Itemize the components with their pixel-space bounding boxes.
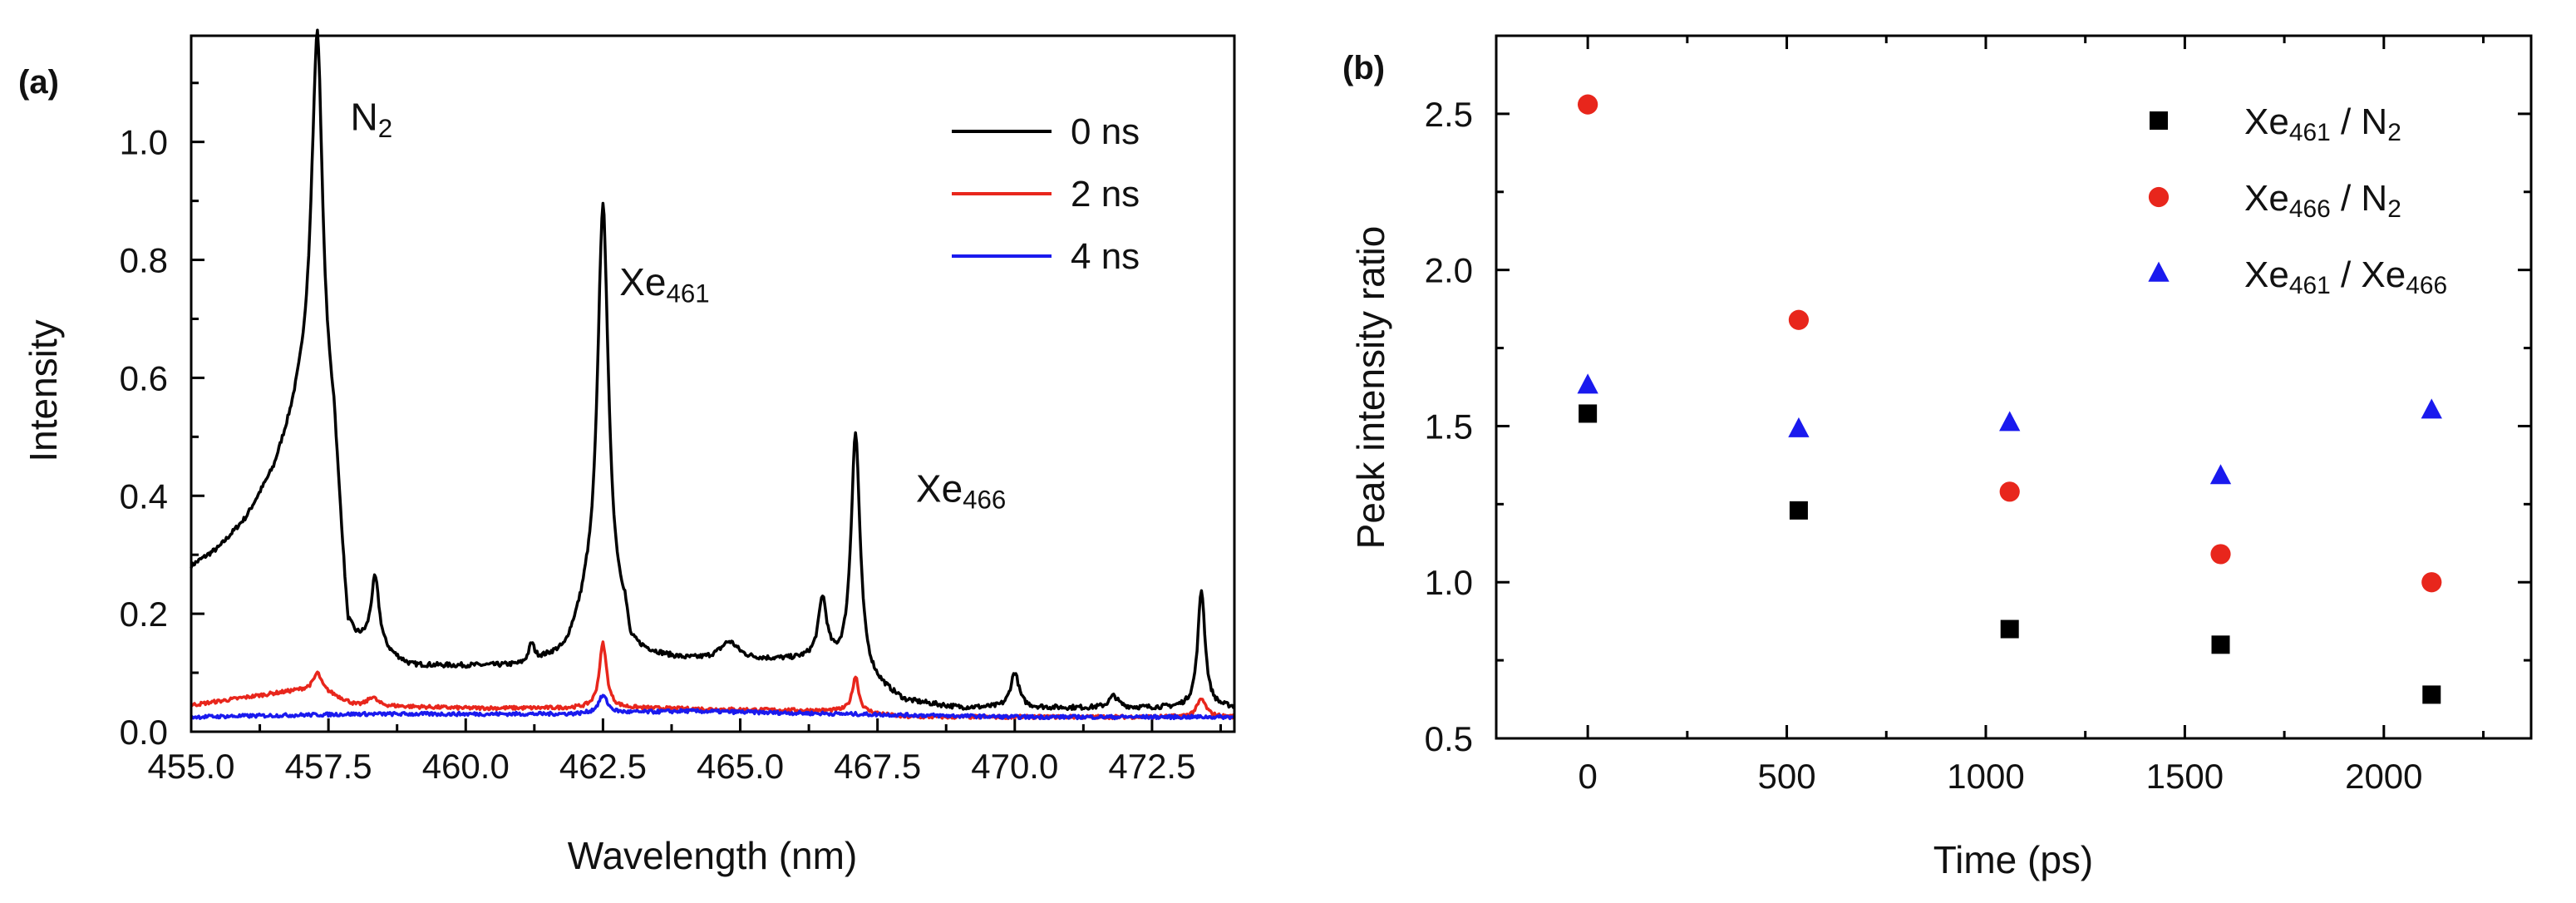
b-xtick-label: 0 [1578,757,1597,796]
panel-b-points [1577,94,2442,704]
a-xtick-label: 467.5 [834,747,921,786]
b-point-circle [1999,481,2020,502]
b-point-square [2000,619,2019,639]
a-ytick-label: 0.6 [120,358,168,397]
panel-a-xlabel: Wavelength (nm) [568,834,858,877]
a-legend-label: 4 ns [1071,236,1140,277]
a-legend-label: 2 ns [1071,174,1140,215]
b-point-triangle [1999,411,2021,432]
a-xtick-label: 462.5 [559,747,647,786]
panel-b-label: (b) [1342,50,1385,86]
b-point-circle [2148,186,2170,208]
b-legend-label: Xe466 / N2 [2244,178,2401,223]
panel-a-annotations: N2 Xe461 Xe466 [351,95,1007,514]
a-ytick-label: 0.4 [120,476,168,516]
b-point-square [1579,404,1598,423]
b-point-square [2422,685,2441,704]
b-point-triangle [1788,417,1810,437]
panel-a-lines [190,28,1236,721]
b-xtick-label: 500 [1758,757,1816,796]
b-point-circle [1788,309,1810,330]
b-ytick-label: 1.5 [1425,407,1473,446]
a-ytick-label: 0.2 [120,595,168,634]
panel-b-xlabel: Time (ps) [1933,838,2094,881]
a-series-line [190,693,1236,721]
b-ytick-label: 2.0 [1425,251,1473,290]
panel-b-ylabel: Peak intensity ratio [1349,226,1392,550]
b-xtick-label: 1500 [2146,757,2224,796]
b-point-circle [2210,544,2231,565]
b-point-square [1789,501,1808,520]
panel-a-ylabel: Intensity [22,319,65,461]
a-peak-annotation: Xe466 [916,466,1006,514]
panel-a-legend: 0 ns 2 ns 4 ns [952,111,1140,277]
a-ytick-label: 0.0 [120,713,168,752]
panel-a: (a) 455.0 457.5 460.0 462.5 465.0 467.5 470.0 4… [18,28,1236,877]
b-point-circle [1578,94,1598,115]
panel-a-frame [190,34,1236,733]
a-xtick-label: 465.0 [697,747,784,786]
a-xtick-label: 472.5 [1108,747,1195,786]
b-ytick-label: 2.5 [1425,95,1473,134]
b-ytick-label: 0.5 [1425,719,1473,758]
panel-b-legend: Xe461 / N2 Xe466 / N2 Xe461 / Xe466 [2148,101,2447,299]
a-series-line [190,28,1236,712]
a-legend-label: 0 ns [1071,111,1140,152]
b-xtick-label: 2000 [2345,757,2422,796]
b-ytick-label: 1.0 [1425,563,1473,602]
a-xtick-label: 460.0 [422,747,510,786]
a-ytick-label: 1.0 [120,123,168,162]
panel-a-label: (a) [18,64,59,101]
a-xtick-label: 457.5 [285,747,372,786]
panel-b: (b) 0 500 1000 1500 2000 0.5 1.0 1.5 2.0 2.5 Xe46… [1342,34,2533,881]
b-legend-label: Xe461 / Xe466 [2244,254,2447,299]
panel-b-frame [1495,34,2533,740]
b-point-triangle [1577,373,1598,394]
a-xtick-label: 455.0 [147,747,234,786]
a-peak-annotation: N2 [351,95,393,142]
b-point-triangle [2148,261,2170,282]
a-peak-annotation: Xe461 [619,260,709,308]
a-xtick-label: 470.0 [971,747,1058,786]
b-point-circle [2421,572,2442,593]
b-point-triangle [2209,464,2232,485]
b-xtick-label: 1000 [1947,757,2024,796]
a-ytick-label: 0.8 [120,241,168,280]
panel-a-ticks: 455.0 457.5 460.0 462.5 465.0 467.5 470.0 472.5… [120,81,1222,786]
b-point-triangle [2421,398,2442,419]
b-point-square [2150,111,2168,130]
b-point-square [2211,635,2230,654]
b-legend-label: Xe461 / N2 [2244,101,2401,146]
